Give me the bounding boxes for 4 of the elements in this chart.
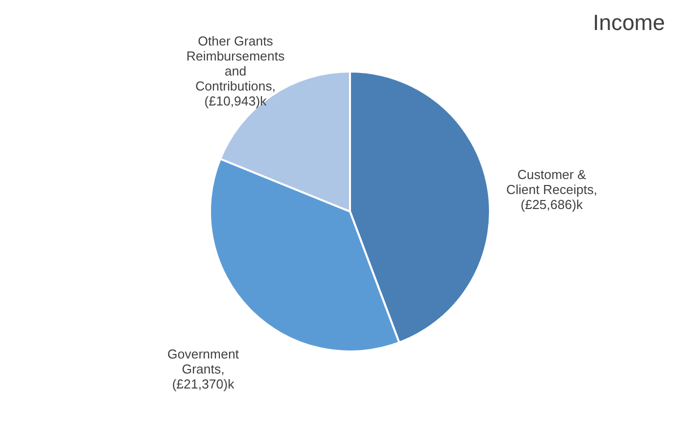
chart-title: Income [592,10,665,35]
slice-label: Customer & Client Receipts, (£25,686)k [506,166,598,212]
slice-label: Other Grants Reimbursements and Contributions, (£10,943)k [186,33,286,108]
slice-label: Government Grants, (£21,370)k [167,346,240,392]
